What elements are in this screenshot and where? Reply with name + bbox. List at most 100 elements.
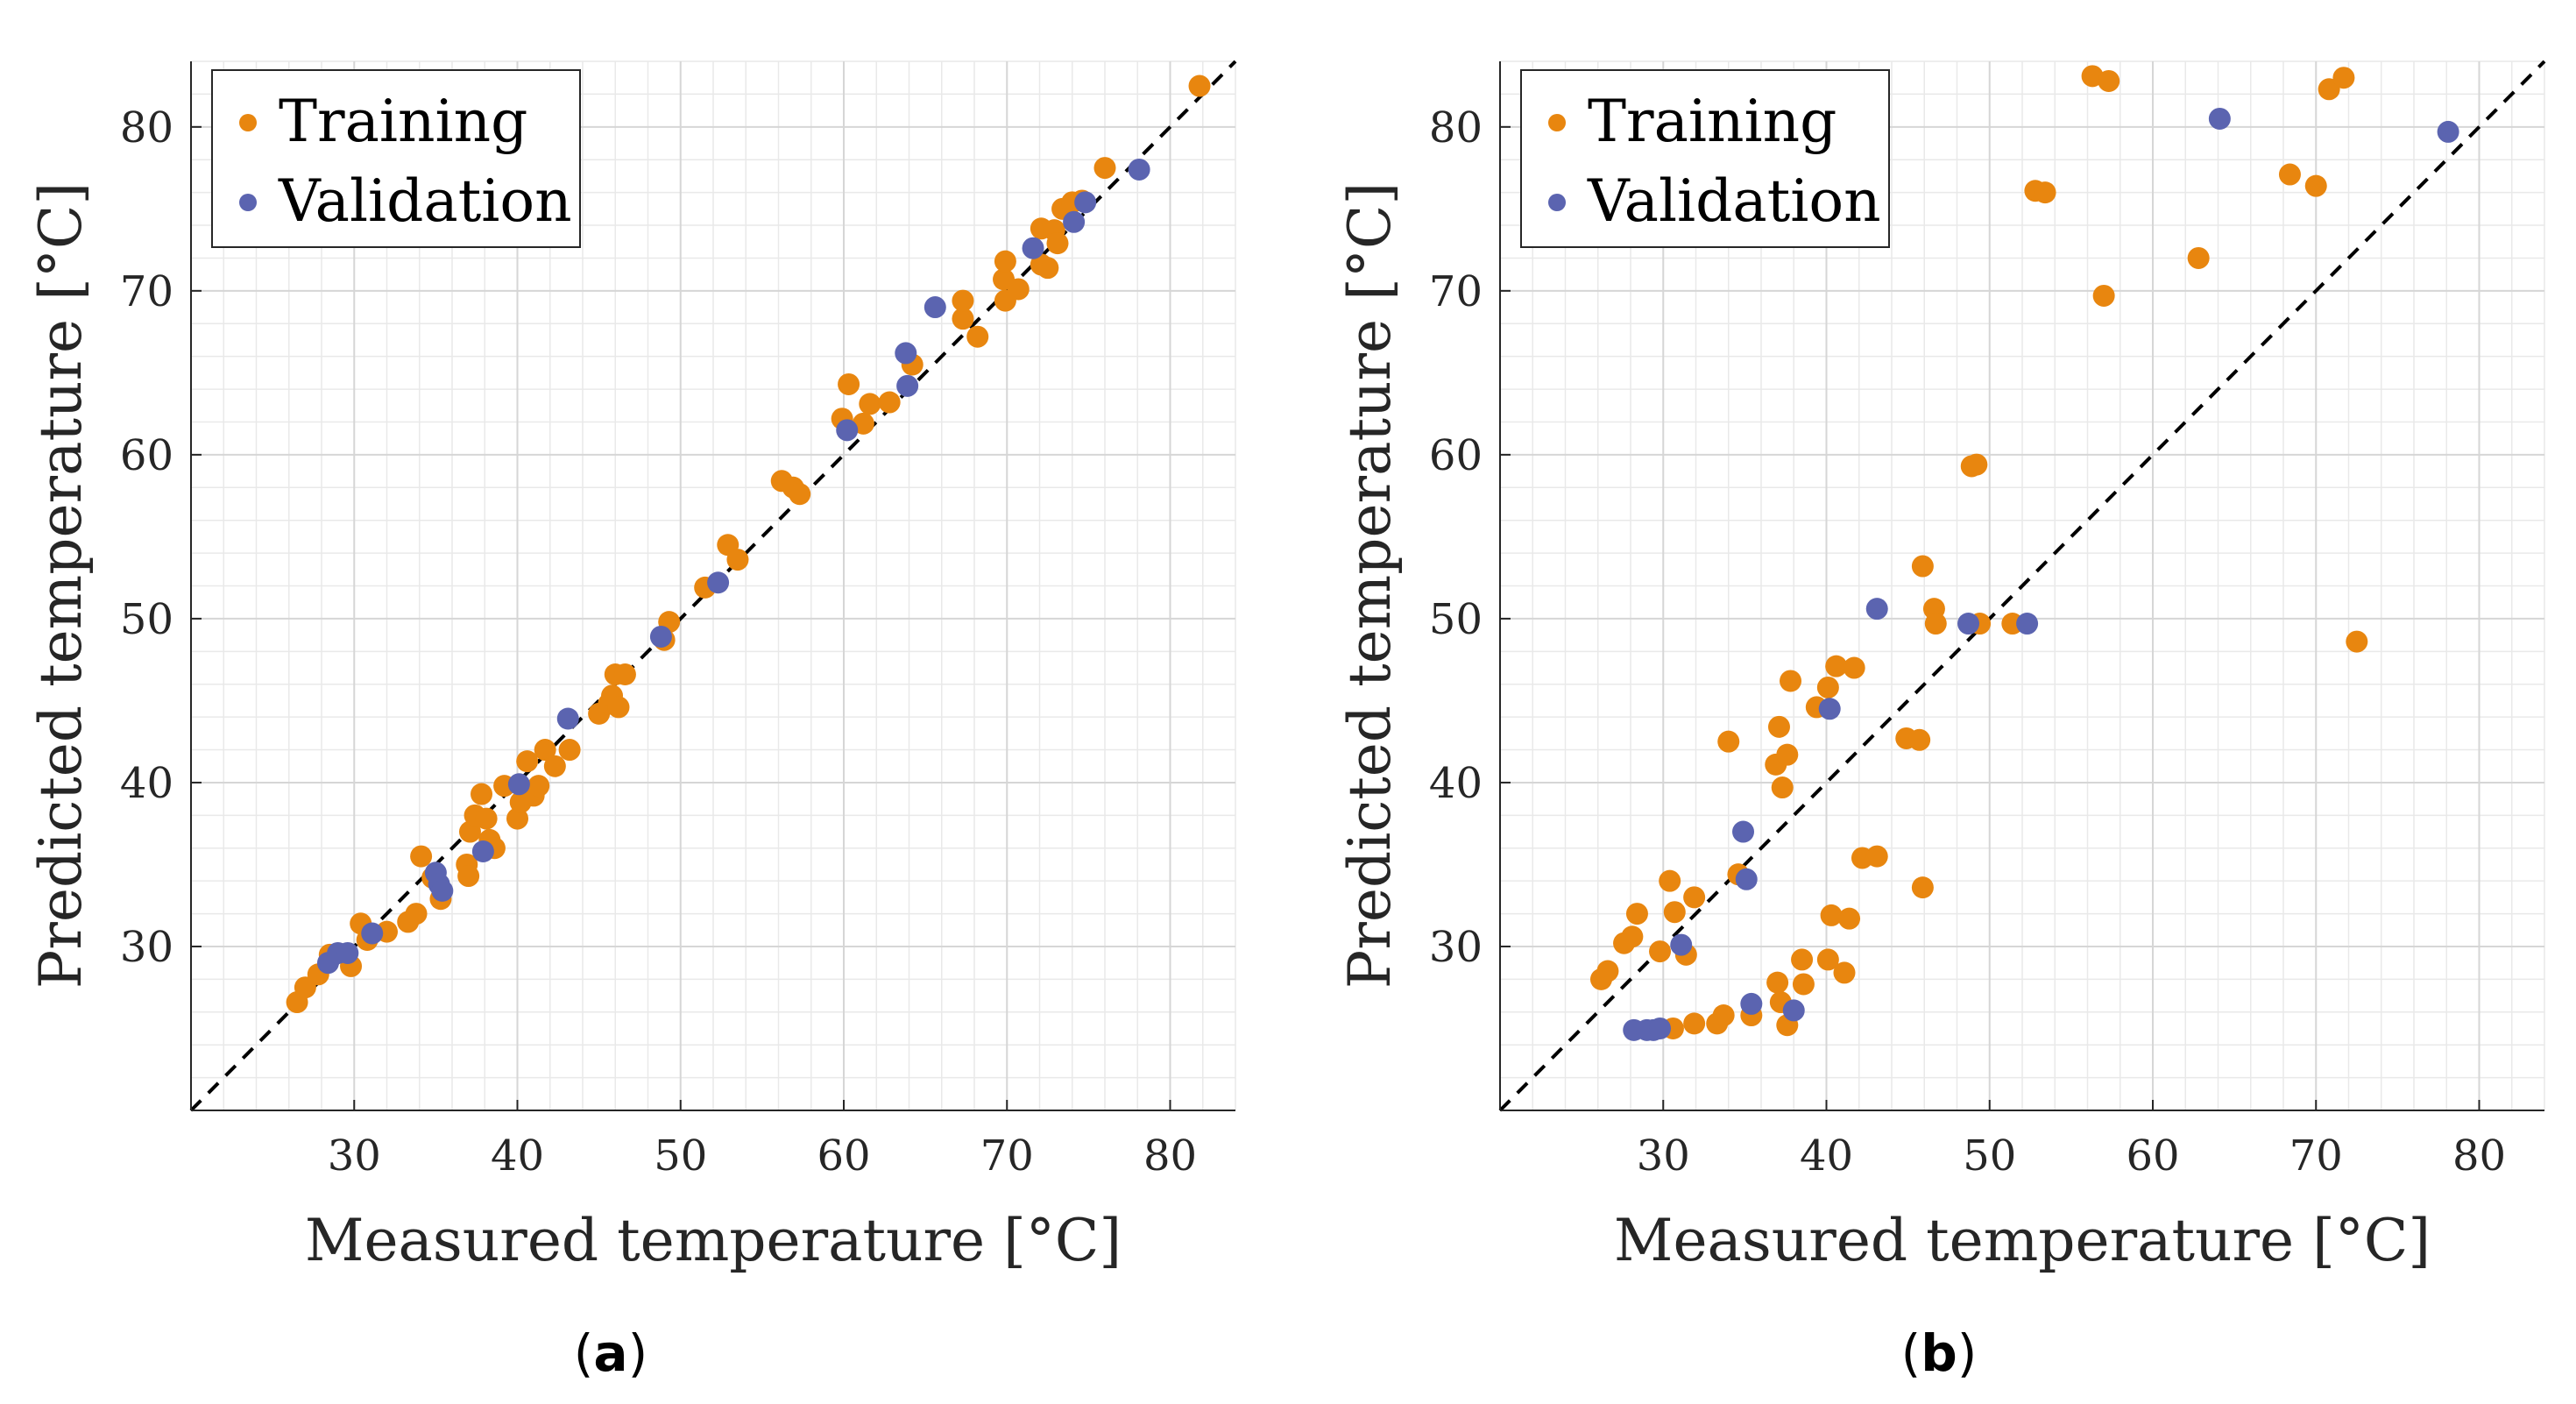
- panel-b-point-training: [1649, 940, 1672, 963]
- panel-b-point-validation: [1735, 868, 1758, 890]
- panel-a-point-validation: [1022, 237, 1044, 259]
- panel-b-point-training: [2098, 69, 2120, 92]
- panel-a-point-training: [966, 325, 989, 348]
- panel-b-point-validation: [1818, 698, 1841, 720]
- panel-a-point-validation: [836, 419, 859, 442]
- panel-a: 30 40 50 60 70 80 30 40 50 60 70 80 Training Valid…: [27, 60, 1237, 1383]
- panel-a-x-tick-label: 30: [328, 1131, 381, 1181]
- panel-b-point-validation: [2437, 120, 2459, 143]
- panel-b-y-tick-label: 60: [1429, 431, 1483, 480]
- panel-a-point-validation: [361, 922, 384, 945]
- panel-a-point-validation: [924, 296, 946, 319]
- panel-b-x-tick-label: 70: [2289, 1131, 2343, 1181]
- panel-a-point-training: [410, 845, 433, 868]
- panel-b-point-validation: [1957, 613, 1980, 635]
- panel-b-point-training: [1792, 973, 1815, 996]
- panel-a-legend-box: [211, 69, 581, 248]
- panel-a-point-training: [506, 807, 528, 830]
- panel-b-point-training: [1843, 656, 1865, 679]
- panel-a-y-tick-label: 80: [120, 103, 173, 152]
- panel-a-point-training: [838, 372, 860, 395]
- panel-a-legend-validation: Validation: [278, 167, 572, 235]
- panel-b-point-validation: [1732, 820, 1755, 843]
- panel-b-caption: (b): [1901, 1323, 1978, 1383]
- panel-a-x-axis-label: Measured temperature [°C]: [305, 1207, 1122, 1274]
- panel-a-point-validation: [895, 342, 917, 365]
- panel-b-y-tick-label: 50: [1429, 595, 1483, 644]
- panel-a-y-tick-label: 50: [120, 595, 173, 644]
- panel-b-point-training: [1683, 886, 1706, 909]
- panel-b-point-training: [2092, 284, 2115, 307]
- panel-a-point-training: [1093, 157, 1116, 180]
- panel-b-point-training: [1791, 948, 1814, 971]
- panel-b-y-tick-label: 30: [1429, 923, 1483, 972]
- panel-a-y-tick-label: 30: [120, 923, 173, 972]
- panel-b-point-training: [1833, 961, 1856, 984]
- panel-b-point-training: [1911, 555, 1934, 578]
- panel-a-points: [286, 74, 1211, 1014]
- panel-a-point-training: [994, 250, 1016, 273]
- panel-b-point-training: [2318, 78, 2340, 101]
- panel-a-point-validation: [431, 879, 454, 902]
- panel-b-point-training: [1780, 670, 1802, 692]
- panel-b-y-ticks: 30 40 50 60 70 80: [1429, 103, 1511, 972]
- panel-b-legend: Training Validation: [1520, 69, 1890, 248]
- panel-a-point-training: [1046, 232, 1069, 255]
- panel-a-point-validation: [507, 773, 530, 796]
- panel-b-axes: [1499, 61, 2544, 1111]
- panel-b-point-training: [1816, 676, 1839, 698]
- panel-b-legend-training: Training: [1588, 88, 1836, 155]
- panel-b-point-training: [1771, 776, 1794, 799]
- panel-b-reference-line: [1498, 60, 2546, 1112]
- panel-b-point-training: [1663, 901, 1686, 924]
- panel-b-point-training: [1825, 655, 1848, 677]
- panel-a-point-training: [726, 549, 749, 571]
- panel-a-y-tick-label: 40: [120, 759, 173, 808]
- panel-a-point-validation: [1063, 210, 1086, 233]
- panel-a-point-validation: [1128, 158, 1150, 181]
- panel-b-x-tick-label: 80: [2452, 1131, 2506, 1181]
- panel-a-point-training: [534, 739, 556, 762]
- panel-b-point-training: [1776, 743, 1799, 766]
- panel-a-point-validation: [707, 571, 730, 594]
- panel-a-point-training: [475, 807, 498, 830]
- panel-a-point-training: [1188, 74, 1211, 97]
- panel-a-y-ticks: 30 40 50 60 70 80: [120, 103, 202, 972]
- panel-b-y-tick-label: 80: [1429, 103, 1483, 152]
- panel-a-point-validation: [649, 625, 672, 648]
- panel-a-point-training: [613, 663, 636, 685]
- panel-a-legend-marker-training: [239, 114, 257, 131]
- panel-a-point-training: [558, 739, 581, 762]
- panel-b-point-training: [1659, 869, 1681, 892]
- panel-a-point-training: [543, 755, 566, 777]
- panel-a-point-training: [607, 696, 630, 719]
- panel-b-points: [1589, 65, 2459, 1041]
- panel-b-x-tick-label: 40: [1800, 1131, 1853, 1181]
- panel-a-y-tick-label: 60: [120, 431, 173, 480]
- panel-b-y-axis-label: Predicted temperature [°C]: [1336, 182, 1404, 989]
- panel-a-x-ticks: 30 40 50 60 70 80: [328, 1100, 1197, 1181]
- panel-a-point-validation: [1074, 191, 1097, 214]
- panel-a-point-training: [878, 391, 901, 414]
- panel-b-x-axis-label: Measured temperature [°C]: [1614, 1207, 2431, 1274]
- panel-a-point-training: [471, 783, 493, 805]
- panel-b-point-training: [1683, 1012, 1706, 1035]
- panel-b-point-validation: [1649, 1017, 1672, 1039]
- panel-a-point-training: [859, 393, 881, 415]
- panel-b-point-training: [1766, 971, 1789, 994]
- panel-b-y-tick-label: 40: [1429, 759, 1483, 808]
- panel-a-x-tick-label: 70: [980, 1131, 1034, 1181]
- panel-b-point-training: [1712, 1004, 1735, 1027]
- panel-a-x-tick-label: 50: [654, 1131, 707, 1181]
- panel-b-y-tick-label: 70: [1429, 267, 1483, 316]
- panel-b-minor-grid: [1500, 60, 2545, 1110]
- panel-b-point-training: [2332, 67, 2355, 89]
- panel-b-x-ticks: 30 40 50 60 70 80: [1637, 1100, 2506, 1181]
- panel-b-point-training: [1816, 948, 1839, 971]
- panel-b-legend-marker-validation: [1548, 194, 1566, 211]
- panel-a-x-tick-label: 60: [817, 1131, 870, 1181]
- panel-b-x-tick-label: 50: [1963, 1131, 2016, 1181]
- panel-a-point-training: [457, 865, 480, 888]
- panel-b-point-training: [2304, 174, 2327, 197]
- panel-b-point-training: [1767, 715, 1790, 738]
